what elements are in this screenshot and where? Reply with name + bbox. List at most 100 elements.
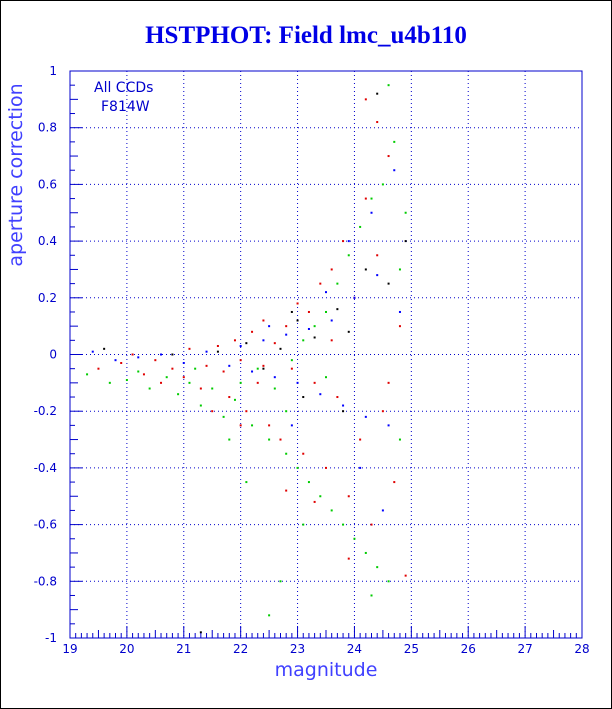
x-tick-label: 24 (347, 642, 362, 656)
data-point (381, 509, 384, 512)
data-point (171, 367, 174, 370)
data-point (268, 614, 271, 617)
data-point (330, 319, 333, 322)
data-point (199, 631, 202, 634)
data-point (262, 339, 265, 342)
data-point (285, 410, 288, 413)
data-point (296, 302, 299, 305)
data-point (188, 381, 191, 384)
data-point (330, 268, 333, 271)
data-point (188, 347, 191, 350)
grid-layer (70, 71, 582, 638)
data-point (398, 325, 401, 328)
data-point (336, 282, 339, 285)
data-point (342, 404, 345, 407)
data-point (268, 424, 271, 427)
data-point (302, 396, 305, 399)
data-point (353, 296, 356, 299)
data-point (325, 310, 327, 313)
data-point (393, 169, 396, 172)
data-point (137, 356, 140, 359)
data-point (381, 183, 384, 186)
data-point (216, 344, 219, 347)
data-point (387, 84, 390, 87)
data-point (182, 362, 185, 365)
x-tick-label: 19 (62, 642, 77, 656)
data-point (251, 330, 254, 333)
data-point (245, 481, 248, 484)
data-point (364, 551, 367, 554)
data-point (142, 373, 145, 376)
y-tick-label: -0.8 (34, 574, 57, 588)
data-point (342, 410, 345, 413)
data-point (285, 489, 288, 492)
y-tick-label: 0.6 (38, 177, 57, 191)
data-point (330, 509, 333, 512)
y-tick-label: 0.8 (38, 121, 57, 135)
data-point (302, 452, 305, 455)
data-point (296, 381, 299, 384)
x-tick-label: 25 (404, 642, 419, 656)
data-point (205, 364, 208, 367)
data-point (359, 225, 362, 228)
y-tick-label: 0.2 (38, 291, 57, 305)
data-point (262, 319, 265, 322)
data-point (182, 376, 185, 379)
data-point (222, 415, 225, 418)
data-point (325, 291, 327, 294)
data-point (290, 367, 293, 370)
data-point (347, 330, 350, 333)
data-point (364, 197, 367, 200)
data-point (364, 268, 367, 271)
x-tick-label: 22 (233, 642, 248, 656)
data-point (239, 359, 242, 362)
data-point (211, 387, 214, 390)
data-point (342, 523, 345, 526)
data-point (228, 438, 231, 441)
data-point (325, 376, 327, 379)
data-point (91, 350, 94, 353)
data-point (120, 362, 123, 365)
data-point (376, 121, 379, 124)
data-point (256, 381, 259, 384)
data-point (108, 381, 111, 384)
data-point (336, 308, 339, 311)
data-point (381, 410, 384, 413)
data-point (313, 336, 316, 339)
x-tick-label: 26 (461, 642, 476, 656)
data-point (160, 381, 163, 384)
data-point (387, 424, 390, 427)
data-point (205, 350, 208, 353)
annotation-ccds: All CCDs (94, 80, 153, 96)
data-point (404, 240, 407, 243)
annotation-filter: F814W (101, 99, 150, 115)
data-point (103, 347, 106, 350)
data-point (239, 381, 242, 384)
data-point (154, 359, 157, 362)
data-point (370, 523, 373, 526)
data-point (353, 537, 356, 540)
data-point (319, 282, 322, 285)
data-point (273, 387, 276, 390)
data-point (160, 353, 163, 356)
y-tick-label: -0.2 (34, 404, 57, 418)
ticks-layer (69, 70, 583, 639)
x-axis-title: magnitude (275, 659, 378, 681)
data-point (285, 452, 288, 455)
x-tick-label: 20 (119, 642, 134, 656)
data-point (387, 580, 390, 583)
data-point (131, 353, 134, 356)
data-point (376, 254, 379, 257)
data-point (398, 268, 401, 271)
data-point (279, 438, 282, 441)
data-point (387, 381, 390, 384)
points-layer (86, 84, 407, 634)
data-point (359, 438, 362, 441)
data-point (387, 155, 390, 158)
data-point (364, 415, 367, 418)
data-point (342, 240, 345, 243)
data-point (376, 566, 379, 569)
data-point (347, 495, 350, 498)
data-point (86, 373, 89, 376)
